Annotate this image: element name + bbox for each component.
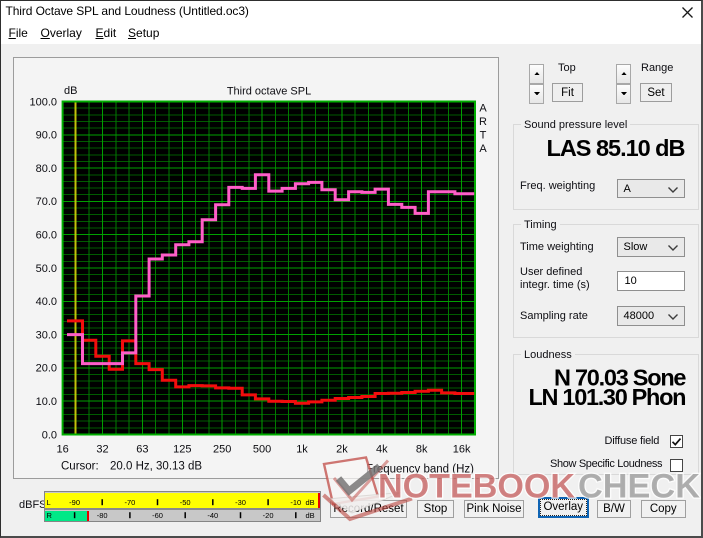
svg-text:80.0: 80.0	[36, 163, 57, 175]
svg-text:60.0: 60.0	[36, 230, 57, 242]
svg-text:63: 63	[136, 444, 148, 456]
svg-text:N 70.03 Sone: N 70.03 Sone	[554, 365, 687, 391]
svg-text:20.0 Hz, 30.13 dB: 20.0 Hz, 30.13 dB	[110, 461, 202, 473]
svg-text:50.0: 50.0	[36, 263, 57, 275]
svg-text:-90: -90	[69, 499, 80, 507]
svg-text:20.0: 20.0	[36, 363, 57, 375]
svg-text:dB: dB	[306, 512, 315, 520]
svg-text:LN 101.30 Phon: LN 101.30 Phon	[529, 384, 687, 410]
svg-text:-10: -10	[290, 499, 301, 507]
svg-text:32: 32	[96, 444, 108, 456]
svg-text:NOTEBOOK: NOTEBOOK	[378, 468, 575, 506]
svg-text:40.0: 40.0	[36, 296, 57, 308]
svg-text:2k: 2k	[336, 444, 348, 456]
svg-text:-40: -40	[207, 512, 218, 520]
svg-text:70.0: 70.0	[36, 196, 57, 208]
svg-text:A: A	[479, 143, 487, 155]
svg-text:250: 250	[213, 444, 231, 456]
svg-text:LAS 85.10 dB: LAS 85.10 dB	[547, 135, 686, 161]
svg-text:30.0: 30.0	[36, 329, 57, 341]
svg-text:R: R	[47, 512, 53, 520]
svg-text:16k: 16k	[453, 444, 471, 456]
svg-text:CHECK: CHECK	[578, 468, 700, 506]
svg-text:-60: -60	[152, 512, 163, 520]
svg-text:90.0: 90.0	[36, 130, 57, 142]
svg-text:100.0: 100.0	[29, 96, 57, 108]
svg-text:125: 125	[173, 444, 191, 456]
svg-text:16: 16	[56, 444, 68, 456]
svg-text:L: L	[47, 499, 51, 507]
svg-text:1k: 1k	[296, 444, 308, 456]
svg-text:-30: -30	[235, 499, 246, 507]
svg-text:Cursor:: Cursor:	[61, 461, 99, 473]
svg-text:T: T	[480, 130, 487, 142]
svg-text:500: 500	[253, 444, 271, 456]
svg-text:-80: -80	[97, 512, 108, 520]
svg-text:8k: 8k	[416, 444, 428, 456]
svg-text:dB: dB	[306, 499, 315, 507]
svg-text:4k: 4k	[376, 444, 388, 456]
svg-text:0.0: 0.0	[42, 429, 57, 441]
svg-text:10.0: 10.0	[36, 396, 57, 408]
svg-text:-20: -20	[263, 512, 274, 520]
svg-text:R: R	[479, 116, 487, 128]
svg-text:Third octave SPL: Third octave SPL	[227, 86, 311, 98]
svg-text:Frequency band (Hz): Frequency band (Hz)	[366, 464, 474, 476]
svg-text:dB: dB	[64, 85, 77, 97]
svg-text:-70: -70	[124, 499, 135, 507]
svg-text:A: A	[479, 103, 487, 115]
svg-text:-50: -50	[180, 499, 191, 507]
